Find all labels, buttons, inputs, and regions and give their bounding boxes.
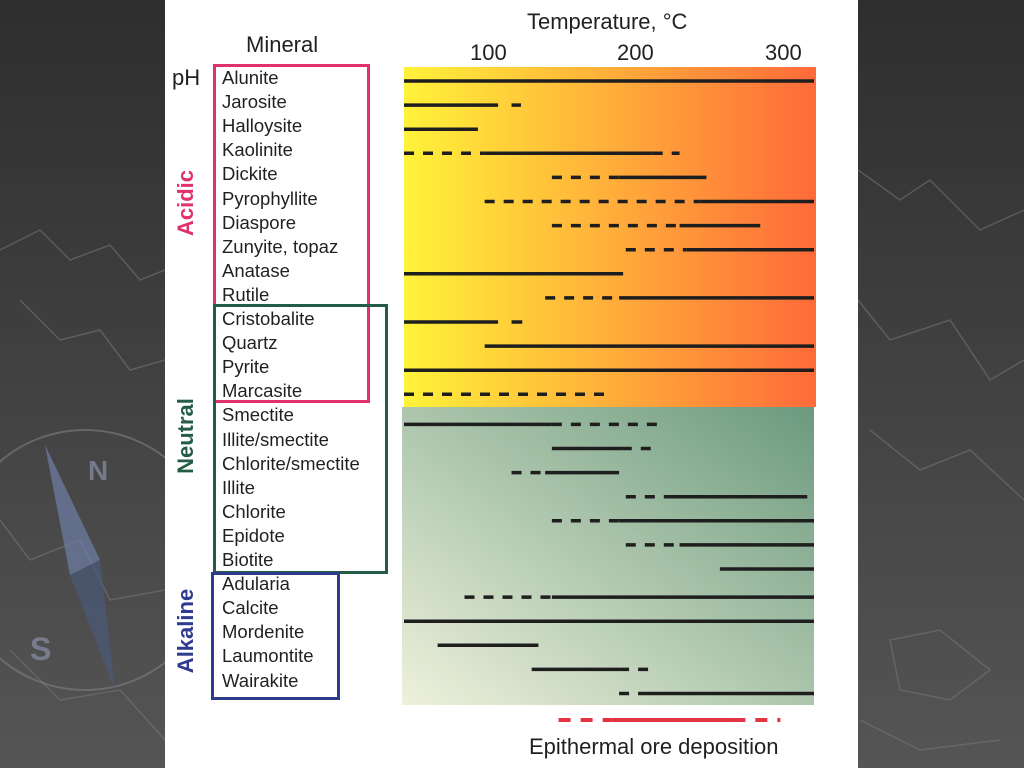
mineral-label: Dickite [222,163,278,185]
mineral-label: Epidote [222,524,285,546]
neutral-alkaline-temperature-field [402,407,814,705]
compass-rose-icon: S N [0,429,165,691]
alkaline-group-box [211,572,340,700]
mineral-label: Chlorite/smectite [222,452,360,474]
mineral-label: Calcite [222,597,279,619]
acid-temperature-field [404,67,816,407]
mineral-header: Mineral [246,32,319,57]
ore-deposition-label: Epithermal ore deposition [529,734,779,759]
mineral-label: Zunyite, topaz [222,235,339,257]
mineral-label: Smectite [222,404,294,426]
mineral-label: Cristobalite [222,308,315,329]
x-tick-label: 300 [765,40,802,65]
mineral-label: Quartz [222,332,278,354]
mineral-label: Pyrophyllite [222,187,318,209]
mineral-label: Mordenite [222,621,305,643]
svg-text:N: N [88,455,108,486]
mineral-label: Kaolinite [222,139,293,161]
mineral-label: Marcasite [222,380,303,402]
mineral-label: Adularia [222,573,290,595]
mineral-label: Biotite [222,549,274,570]
acidic-group-box [213,64,370,403]
mineral-label: Illite/smectite [222,428,329,450]
mineral-label: Pyrite [222,356,270,378]
mineral-label: Chlorite [222,500,286,522]
mineral-label: Wairakite [222,669,299,691]
svg-text:S: S [30,631,51,667]
mineral-label: Laumontite [222,645,314,667]
x-tick-label: 200 [617,40,654,65]
x-tick-label: 100 [470,40,507,65]
temperature-axis-title: Temperature, °C [527,9,688,34]
mineral-label: Illite [222,476,255,498]
mineral-label: Jarosite [222,91,287,113]
mineral-label: Halloysite [222,115,303,137]
mineral-label: Diaspore [222,211,297,233]
ph-label: pH [172,65,201,90]
mineral-label: Rutile [222,283,270,305]
mineral-label: Alunite [222,67,279,88]
mineral-label: Anatase [222,259,290,281]
